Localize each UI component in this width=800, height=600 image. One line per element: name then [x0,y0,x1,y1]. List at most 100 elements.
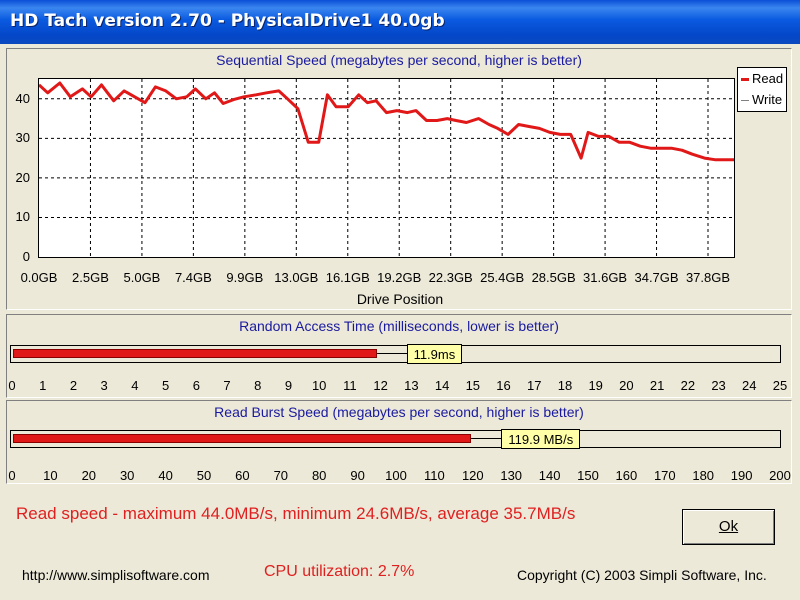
series-read-line [37,81,734,162]
random-access-value: 11.9ms [406,344,463,364]
website-url[interactable]: http://www.simplisoftware.com [22,567,210,583]
random-access-title: Random Access Time (milliseconds, lower … [239,318,559,334]
window-title: HD Tach version 2.70 - PhysicalDrive1 40… [10,11,445,31]
scale-tick-label: 140 [538,468,561,483]
legend-write-swatch [741,100,749,102]
scale-tick-label: 30 [119,468,135,483]
scale-tick-label: 4 [131,378,139,393]
scale-tick-label: 0 [8,378,16,393]
x-tick-label: 25.4GB [480,270,525,285]
scale-tick-label: 17 [527,378,542,393]
scale-tick-label: 13 [404,378,419,393]
scale-tick-label: 10 [311,378,327,393]
random-access-ticks: 0 1 2 3 4 5 6 7 8 9 10 11 12 13 14 15 16 17 18 19 20 21 22 23 24… [0,378,800,398]
scale-tick-label: 130 [500,468,523,483]
scale-tick-label: 10 [43,468,58,483]
scale-tick-label: 14 [434,378,450,393]
scale-tick-label: 1 [39,378,47,393]
random-access-panel: Random Access Time (milliseconds, lower … [6,314,792,398]
scale-tick-label: 120 [461,468,484,483]
scale-tick-label: 23 [711,378,726,393]
scale-tick-label: 18 [557,378,573,393]
x-tick-label: 0.0GB [20,270,58,285]
scale-tick-label: 12 [373,378,388,393]
scale-tick-label: 40 [158,468,173,483]
scale-tick-label: 200 [769,468,791,483]
burst-fill [13,434,472,443]
y-tick-label: 20 [15,169,30,185]
burst-panel: Read Burst Speed (megabytes per second, … [6,400,792,484]
scale-tick-label: 8 [254,378,262,393]
sequential-panel: Sequential Speed (megabytes per second, … [6,48,792,310]
burst-bar: 119.9 MB/s [10,429,781,449]
legend-write: Write [741,92,782,108]
legend-read: Read [741,71,783,87]
y-tick-label: 30 [15,130,30,146]
x-tick-label: 37.8GB [685,270,731,285]
burst-ticks: 0 10 20 30 40 50 60 70 80 90 100 110 120 130 140 150 160… [0,468,800,488]
x-tick-label: 28.5GB [531,270,576,285]
chart-legend: Read Write [737,67,787,112]
scale-tick-label: 80 [311,468,327,483]
legend-write-label: Write [752,92,783,107]
x-tick-label: 31.6GB [583,270,628,285]
read-speed-summary: Read speed - maximum 44.0MB/s, minimum 2… [16,504,576,523]
ok-button[interactable]: Ok [682,509,775,545]
scale-tick-label: 180 [692,468,715,483]
scale-tick-label: 7 [223,378,231,393]
scale-tick-label: 25 [772,378,788,393]
scale-tick-label: 0 [8,468,16,483]
scale-tick-label: 21 [649,378,665,393]
scale-tick-label: 160 [615,468,638,483]
scale-tick-label: 60 [235,468,250,483]
scale-tick-label: 22 [680,378,696,393]
random-access-bar: 11.9ms [10,344,781,364]
random-access-line [376,353,407,354]
x-tick-label: 16.1GB [325,270,370,285]
scale-tick-label: 9 [284,378,293,393]
x-tick-label: 22.3GB [428,270,473,285]
scale-tick-label: 24 [742,378,757,393]
scale-tick-label: 15 [465,378,481,393]
scale-tick-label: 2 [69,378,78,393]
scale-tick-label: 50 [196,468,212,483]
title-bar[interactable]: HD Tach version 2.70 - PhysicalDrive1 40… [0,0,800,44]
scale-tick-label: 90 [350,468,365,483]
legend-read-label: Read [752,71,784,86]
scale-tick-label: 100 [385,468,407,483]
random-access-fill [13,349,377,358]
scale-tick-label: 16 [496,378,511,393]
x-axis-title: Drive Position [356,291,444,307]
scale-tick-label: 110 [424,468,445,483]
scale-tick-label: 20 [81,468,97,483]
scale-tick-label: 11 [343,378,357,393]
x-tick-label: 34.7GB [634,270,679,285]
scale-tick-label: 20 [619,378,634,393]
x-tick-label: 9.9GB [226,270,264,285]
scale-tick-label: 70 [273,468,289,483]
scale-tick-label: 170 [653,468,676,483]
copyright-text: Copyright (C) 2003 Simpli Software, Inc. [517,567,767,583]
scale-tick-label: 150 [577,468,599,483]
x-tick-label: 2.5GB [72,270,109,285]
y-tick-label: 10 [15,209,30,225]
burst-line [471,438,502,439]
y-tick-label: 40 [15,90,30,106]
x-tick-label: 13.0GB [274,270,319,285]
scale-tick-label: 5 [161,378,170,393]
chart-svg [37,79,734,257]
scale-tick-label: 6 [192,378,200,393]
x-tick-label: 5.0GB [123,270,161,285]
x-tick-label: 19.2GB [377,270,422,285]
scale-tick-label: 19 [588,378,603,393]
sequential-chart [37,78,735,258]
burst-title: Read Burst Speed (megabytes per second, … [214,404,584,420]
y-tick-label: 0 [22,249,30,264]
sequential-title: Sequential Speed (megabytes per second, … [216,52,582,68]
scale-tick-label: 190 [730,468,753,483]
x-tick-label: 7.4GB [174,270,212,285]
cpu-utilization: CPU utilization: 2.7% [264,563,415,580]
scale-tick-label: 3 [100,378,108,393]
legend-read-swatch [741,78,749,82]
